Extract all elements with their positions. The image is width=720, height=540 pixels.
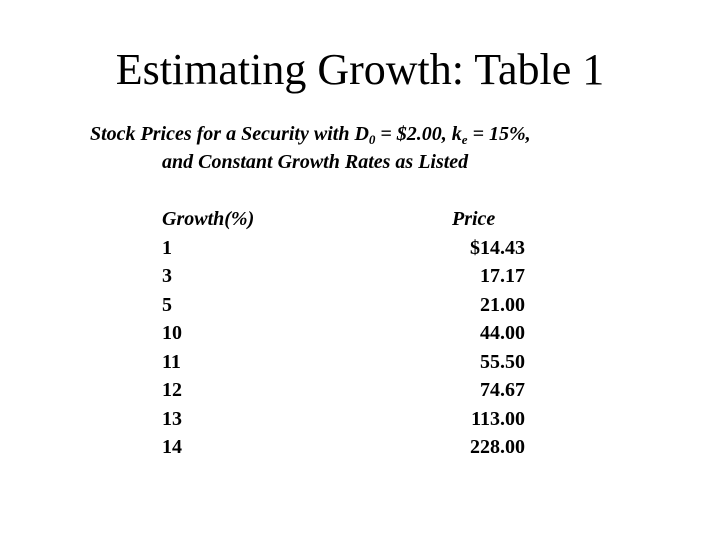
growth-cell: 12 (162, 379, 182, 401)
growth-header: Growth(%) (162, 208, 255, 230)
growth-cell: 5 (162, 293, 172, 316)
growth-cell: 11 (162, 350, 181, 373)
price-header: Price (452, 208, 496, 230)
growth-cell: 3 (162, 265, 172, 287)
price-cell: 74.67 (480, 379, 525, 401)
k-subscript: e (461, 132, 468, 147)
growth-cell: 13 (162, 407, 182, 430)
caption-prefix: Stock Prices for a Security with D (90, 123, 369, 145)
caption-line-1: Stock Prices for a Security with D0 = $2… (90, 120, 531, 148)
price-cell: 17.17 (480, 265, 525, 287)
price-cell: 55.50 (480, 350, 525, 373)
growth-cell: 10 (162, 322, 182, 344)
growth-cell: 14 (162, 436, 182, 458)
growth-column: Growth(%) 1 3 5 10 11 12 13 14 (162, 205, 322, 462)
price-cell: 44.00 (480, 322, 525, 344)
price-column: Price $14.43 17.17 21.00 44.00 55.50 74.… (445, 205, 525, 462)
price-cell: 113.00 (471, 407, 525, 430)
growth-cell: 1 (162, 236, 172, 259)
caption-line-2: and Constant Growth Rates as Listed (162, 151, 469, 173)
slide-title: Estimating Growth: Table 1 (115, 45, 605, 94)
caption-middle: = $2.00, k (375, 123, 462, 145)
price-cell: 21.00 (480, 293, 525, 316)
d-subscript: 0 (368, 132, 376, 147)
price-cell: 228.00 (470, 436, 525, 458)
caption-suffix: = 15%, (467, 123, 531, 145)
price-cell: $14.43 (470, 236, 525, 259)
